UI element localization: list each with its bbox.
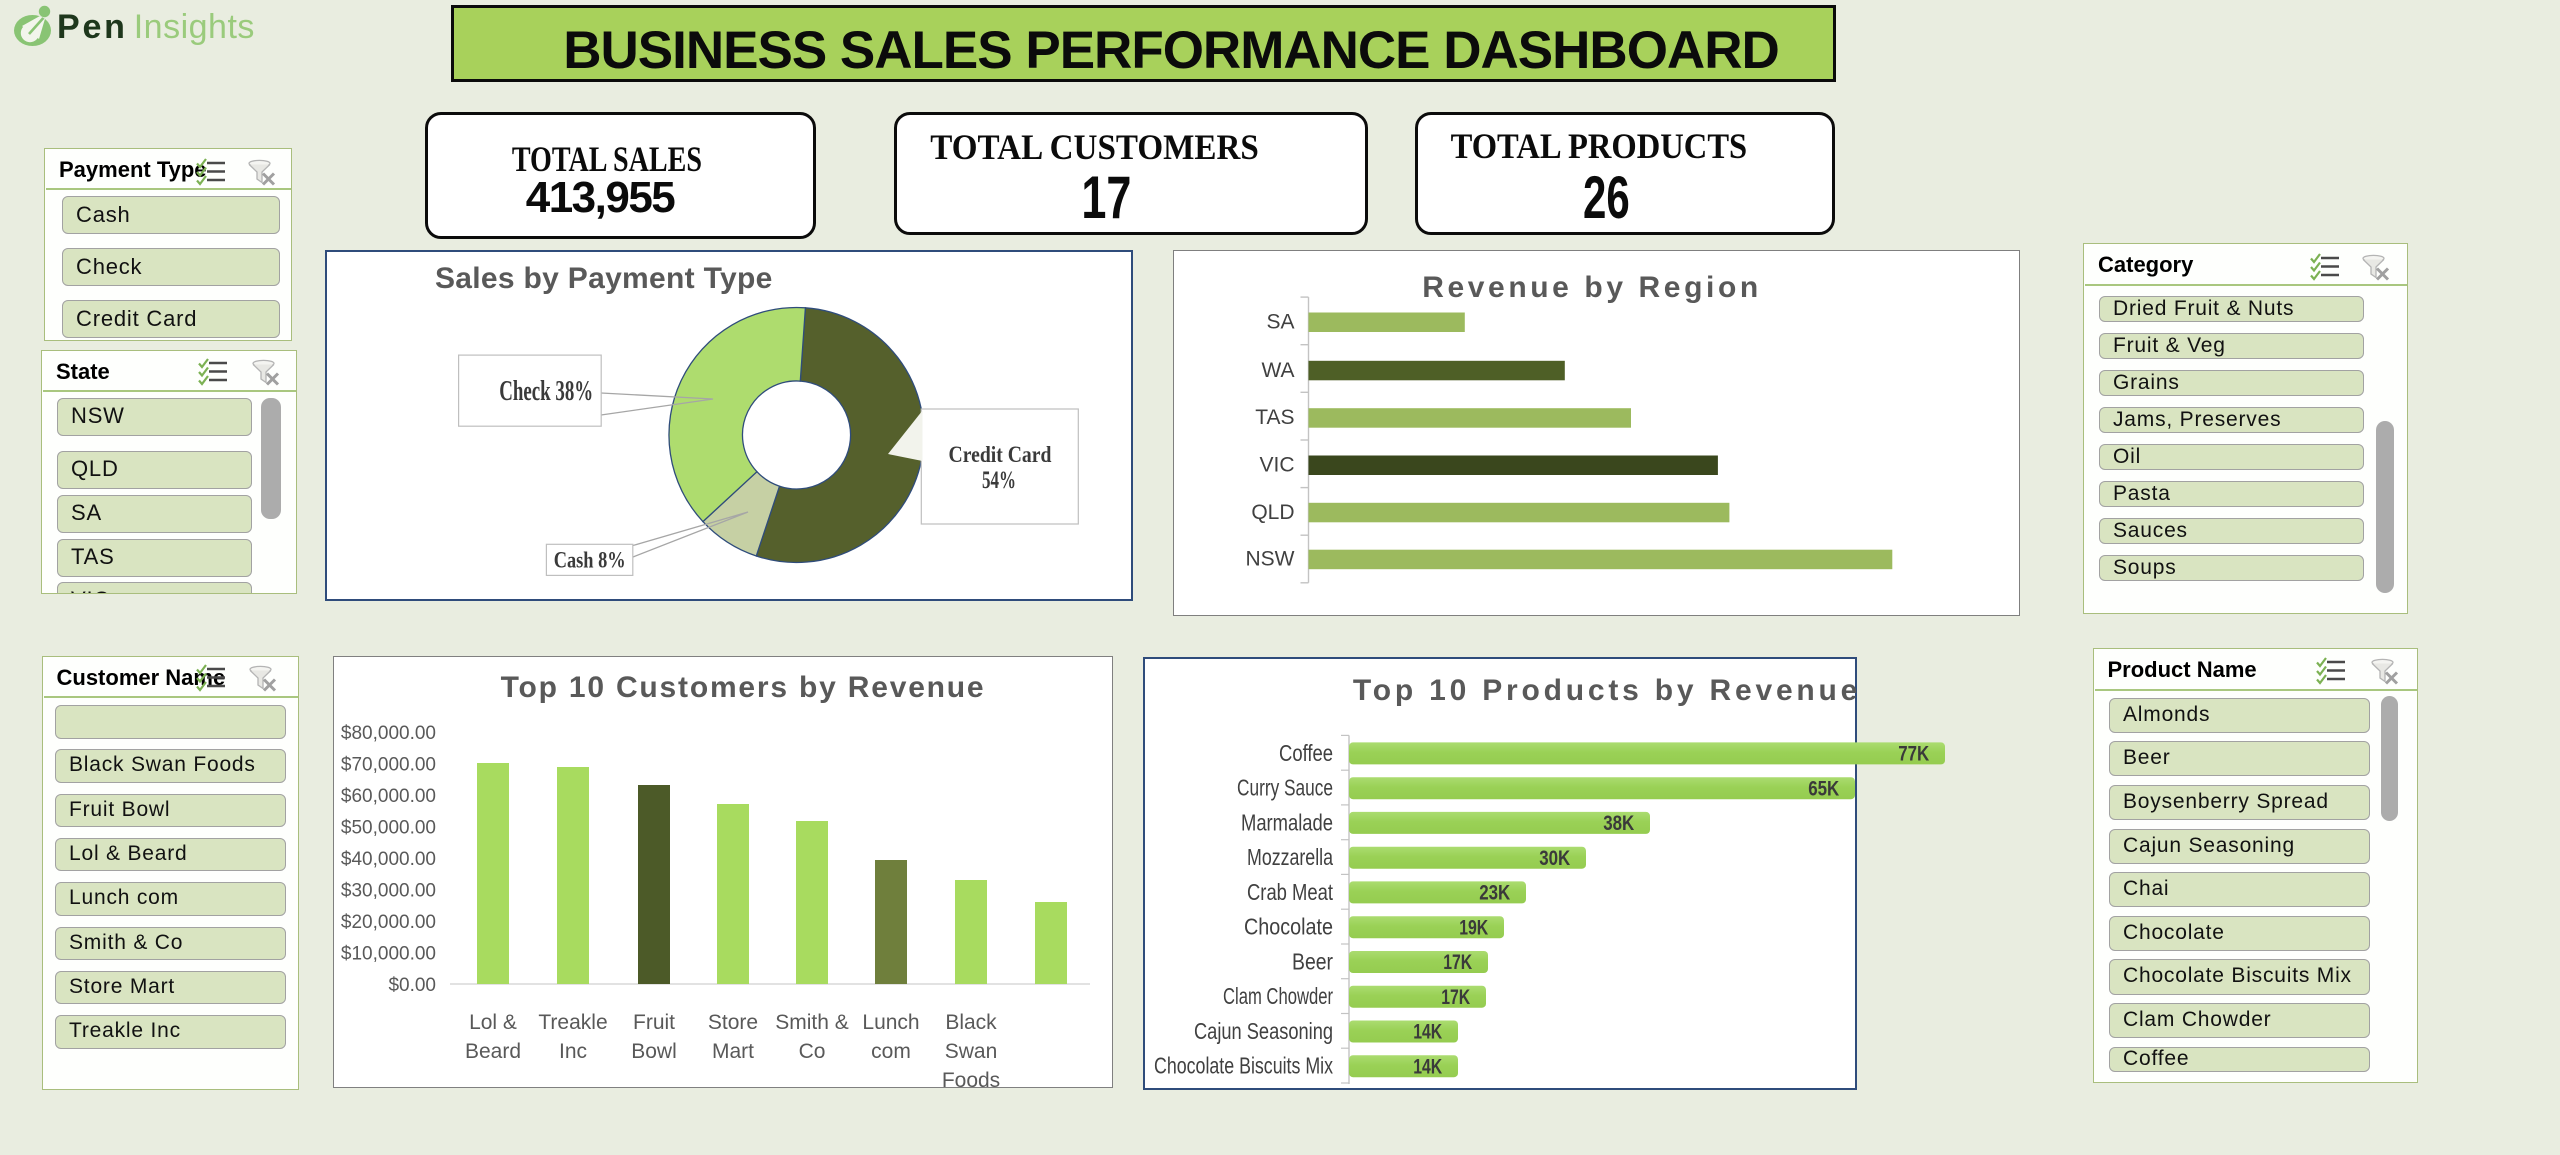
svg-text:WA: WA — [1261, 359, 1294, 382]
svg-text:Treakle: Treakle — [538, 1011, 607, 1034]
svg-text:Chocolate: Chocolate — [1244, 914, 1333, 940]
svg-text:Swan: Swan — [945, 1040, 998, 1063]
svg-text:NSW: NSW — [1246, 548, 1295, 571]
svg-text:14K: 14K — [1413, 1054, 1442, 1078]
svg-text:19K: 19K — [1459, 915, 1488, 939]
svg-text:$0.00: $0.00 — [388, 975, 436, 996]
svg-text:VIC: VIC — [1259, 454, 1294, 477]
svg-text:Credit Card: Credit Card — [949, 442, 1052, 468]
svg-text:38K: 38K — [1603, 811, 1634, 835]
svg-text:$20,000.00: $20,000.00 — [341, 912, 436, 933]
svg-text:$40,000.00: $40,000.00 — [341, 849, 436, 870]
svg-text:$50,000.00: $50,000.00 — [341, 818, 436, 839]
svg-text:14K: 14K — [1413, 1020, 1442, 1044]
svg-text:Coffee: Coffee — [1279, 740, 1333, 766]
svg-text:Bowl: Bowl — [631, 1040, 677, 1063]
svg-text:30K: 30K — [1539, 846, 1570, 870]
svg-text:Clam Chowder: Clam Chowder — [1223, 983, 1333, 1009]
svg-text:Beard: Beard — [465, 1040, 521, 1063]
svg-text:Cajun Seasoning: Cajun Seasoning — [1194, 1018, 1333, 1044]
svg-text:Crab Meat: Crab Meat — [1247, 879, 1333, 905]
svg-text:SA: SA — [1266, 311, 1294, 334]
svg-text:23K: 23K — [1479, 881, 1510, 905]
svg-text:Black: Black — [945, 1011, 997, 1034]
svg-text:QLD: QLD — [1251, 501, 1294, 524]
svg-text:$70,000.00: $70,000.00 — [341, 755, 436, 776]
svg-text:com: com — [871, 1040, 911, 1063]
svg-text:17K: 17K — [1443, 950, 1472, 974]
svg-text:Store: Store — [708, 1011, 758, 1034]
svg-text:Chocolate Biscuits Mix: Chocolate Biscuits Mix — [1154, 1053, 1333, 1079]
svg-text:54%: 54% — [982, 466, 1016, 494]
svg-text:Mart: Mart — [712, 1040, 754, 1063]
svg-text:Beer: Beer — [1292, 949, 1333, 975]
svg-text:Inc: Inc — [559, 1040, 587, 1063]
svg-text:$80,000.00: $80,000.00 — [341, 723, 436, 744]
svg-text:Marmalade: Marmalade — [1241, 809, 1333, 835]
svg-text:Mozzarella: Mozzarella — [1247, 844, 1333, 870]
svg-text:Lunch: Lunch — [862, 1011, 919, 1034]
svg-text:TAS: TAS — [1255, 406, 1294, 429]
svg-text:Check 38%: Check 38% — [499, 375, 593, 407]
svg-text:$60,000.00: $60,000.00 — [341, 786, 436, 807]
svg-text:$10,000.00: $10,000.00 — [341, 944, 436, 965]
svg-text:77K: 77K — [1898, 742, 1929, 766]
svg-text:65K: 65K — [1808, 776, 1839, 800]
svg-text:Curry Sauce: Curry Sauce — [1237, 775, 1333, 801]
svg-text:Smith &: Smith & — [775, 1011, 849, 1034]
svg-text:Cash 8%: Cash 8% — [554, 547, 626, 574]
svg-text:Fruit: Fruit — [633, 1011, 675, 1034]
svg-text:Foods: Foods — [942, 1069, 1000, 1092]
svg-text:$30,000.00: $30,000.00 — [341, 881, 436, 902]
svg-text:17K: 17K — [1441, 985, 1470, 1009]
svg-text:Co: Co — [799, 1040, 826, 1063]
svg-text:Lol &: Lol & — [469, 1011, 517, 1034]
